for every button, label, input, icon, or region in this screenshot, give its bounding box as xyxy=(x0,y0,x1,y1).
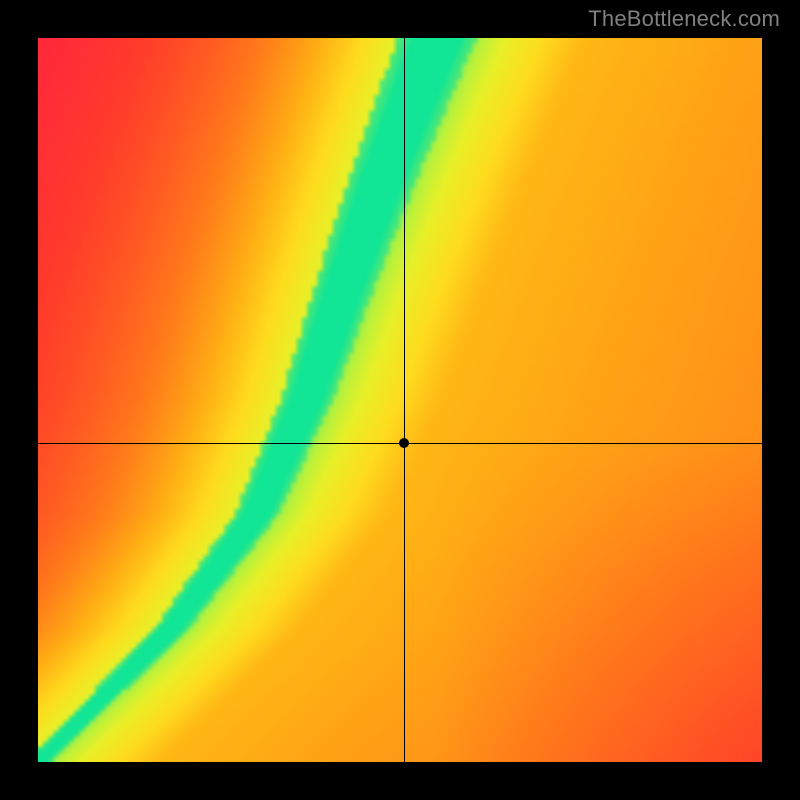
crosshair-vertical xyxy=(404,38,405,762)
heatmap-plot xyxy=(38,38,762,762)
marker-dot xyxy=(399,438,409,448)
heatmap-canvas xyxy=(38,38,762,762)
watermark-text: TheBottleneck.com xyxy=(588,6,780,32)
